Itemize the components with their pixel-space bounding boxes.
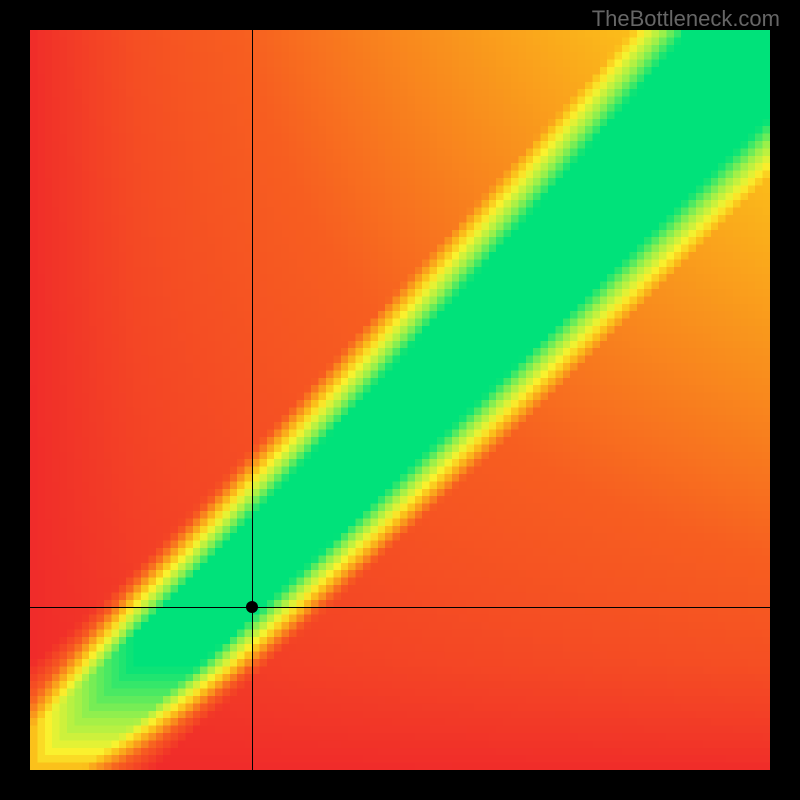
plot-area bbox=[30, 30, 770, 770]
watermark-text: TheBottleneck.com bbox=[592, 6, 780, 32]
chart-container: TheBottleneck.com bbox=[0, 0, 800, 800]
crosshair-vertical bbox=[252, 30, 253, 770]
heatmap-canvas bbox=[30, 30, 770, 770]
crosshair-horizontal bbox=[30, 607, 770, 608]
crosshair-marker bbox=[246, 601, 258, 613]
